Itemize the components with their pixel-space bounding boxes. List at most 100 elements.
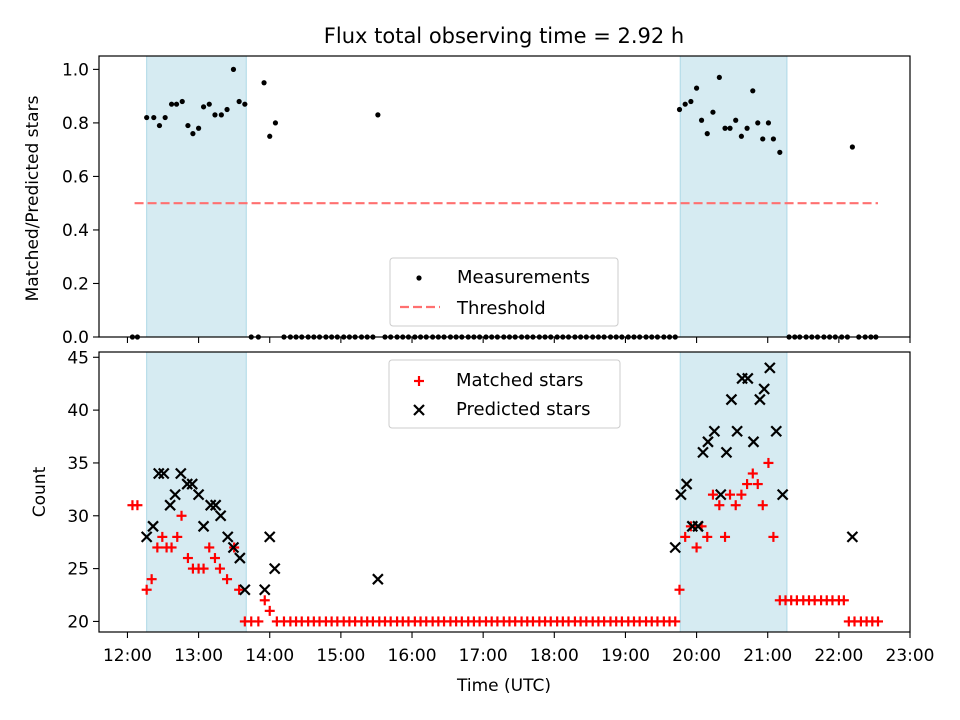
matched-star-point: [714, 500, 725, 511]
top-x-ticks: [126, 337, 911, 343]
predicted-star-point-b: [169, 488, 181, 501]
matched-star-point: [838, 595, 849, 606]
matched-star-point: [674, 584, 685, 595]
measurement-point: [849, 144, 855, 150]
predicted-star-point-b: [702, 436, 714, 448]
predicted-star-point: [239, 583, 251, 596]
matched-star-point: [214, 563, 225, 574]
y-tick-label: 0.2: [62, 274, 89, 294]
measurement-point: [168, 101, 175, 107]
predicted-star-point-b: [258, 583, 271, 596]
predicted-star-point-b: [209, 499, 222, 511]
predicted-star-point-b: [770, 425, 783, 438]
matched-star-point: [720, 531, 731, 542]
predicted-star-point: [764, 362, 776, 374]
y-tick-label: 20: [67, 612, 89, 632]
predicted-star-point: [714, 488, 727, 501]
matched-star-point: [768, 531, 779, 542]
predicted-star-point: [770, 425, 783, 438]
y-tick-label: 40: [67, 401, 89, 421]
y-tick-label: 30: [67, 507, 89, 527]
predicted-star-point: [181, 478, 193, 490]
predicted-star-point-b: [720, 446, 733, 459]
matched-star-point: [680, 531, 691, 542]
predicted-star-point: [147, 520, 159, 533]
legend-matched-stars-label: Matched stars: [456, 370, 583, 391]
predicted-star-point: [754, 393, 766, 406]
matched-star-point: [152, 542, 163, 553]
measurement-point: [765, 120, 772, 126]
measurement-point: [750, 88, 756, 94]
predicted-star-point-b: [268, 562, 281, 575]
chart-title: Flux total observing time = 2.92 h: [324, 24, 684, 48]
legend-predicted-stars-marker: [413, 404, 425, 416]
predicted-star-point-b: [372, 573, 384, 585]
matched-star-point: [872, 616, 883, 627]
predicted-star-point-b: [140, 531, 153, 543]
predicted-star-point: [758, 383, 770, 395]
matched-star-point: [253, 616, 264, 627]
predicted-star-point: [731, 425, 743, 438]
predicted-star-point: [846, 531, 859, 543]
bottom-legend-box: [388, 359, 621, 429]
predicted-star-point-b: [164, 499, 176, 511]
predicted-star-point-b: [675, 488, 687, 501]
predicted-star-point-b: [764, 362, 776, 374]
predicted-star-point: [227, 541, 240, 554]
predicted-star-point-b: [204, 499, 217, 511]
predicted-star-point: [204, 499, 217, 511]
matched-star-point: [166, 542, 177, 553]
predicted-star-point: [702, 436, 714, 448]
measurement-point: [755, 120, 761, 126]
measurement-point: [688, 98, 694, 105]
matched-star-point: [730, 500, 741, 511]
measurement-point: [206, 101, 212, 107]
predicted-star-point: [680, 478, 693, 490]
predicted-star-point: [747, 436, 760, 448]
legend-matched-stars-marker: [414, 376, 424, 386]
matched-star-point: [707, 489, 718, 500]
bottom-y-axis-label: Count: [30, 466, 50, 517]
measurement-point: [185, 122, 191, 129]
y-tick-label: 45: [67, 348, 89, 368]
measurement-point: [738, 133, 744, 139]
matched-star-point: [742, 479, 753, 490]
legend-measurements-marker: [416, 275, 422, 281]
predicted-star-point-b: [152, 467, 165, 480]
predicted-star-point: [675, 488, 687, 501]
matched-star-point: [757, 500, 768, 511]
measurement-point: [212, 112, 218, 118]
matched-star-point: [198, 563, 209, 574]
predicted-star-point-b: [742, 372, 754, 385]
predicted-star-point-b: [234, 552, 246, 564]
y-tick-label: 0.4: [62, 221, 89, 241]
y-tick-label: 25: [67, 560, 89, 580]
matched-star-point: [222, 574, 233, 585]
predicted-star-point: [175, 467, 187, 480]
predicted-star-point-b: [758, 383, 770, 395]
matched-star-point: [141, 584, 152, 595]
measurement-point: [173, 101, 180, 107]
predicted-star-point-b: [697, 446, 709, 459]
predicted-star-point: [164, 499, 176, 511]
matched-star-point: [204, 542, 215, 553]
measurement-point: [267, 133, 273, 139]
matched-star-point: [176, 510, 187, 521]
predicted-star-point: [268, 562, 281, 575]
x-tick-label: 13:00: [174, 646, 223, 666]
bottom-y-axis: 20 25 30 35 40 45: [67, 348, 99, 632]
x-tick-label: 15:00: [316, 646, 365, 666]
predicted-star-point-b: [725, 393, 738, 406]
y-tick-label: 0.8: [62, 114, 89, 134]
bottom-panel: 20 25 30 35 40 45 12:00 13:00 14:00 15:00 16:00 17…: [30, 348, 935, 696]
measurement-point: [777, 149, 783, 155]
top-shaded-intervals: [146, 56, 788, 337]
bottom-x-axis: 12:00 13:00 14:00 15:00 16:00 17:00 18:00 19:00…: [103, 632, 935, 666]
measurement-point: [770, 136, 777, 142]
predicted-star-point-b: [181, 478, 193, 490]
x-tick-label: 16:00: [388, 646, 437, 666]
measurement-point: [162, 114, 168, 121]
bottom-axes-frame: [98, 351, 911, 633]
y-tick-label: 0.6: [62, 167, 89, 187]
legend-measurements-label: Measurements: [457, 267, 590, 288]
